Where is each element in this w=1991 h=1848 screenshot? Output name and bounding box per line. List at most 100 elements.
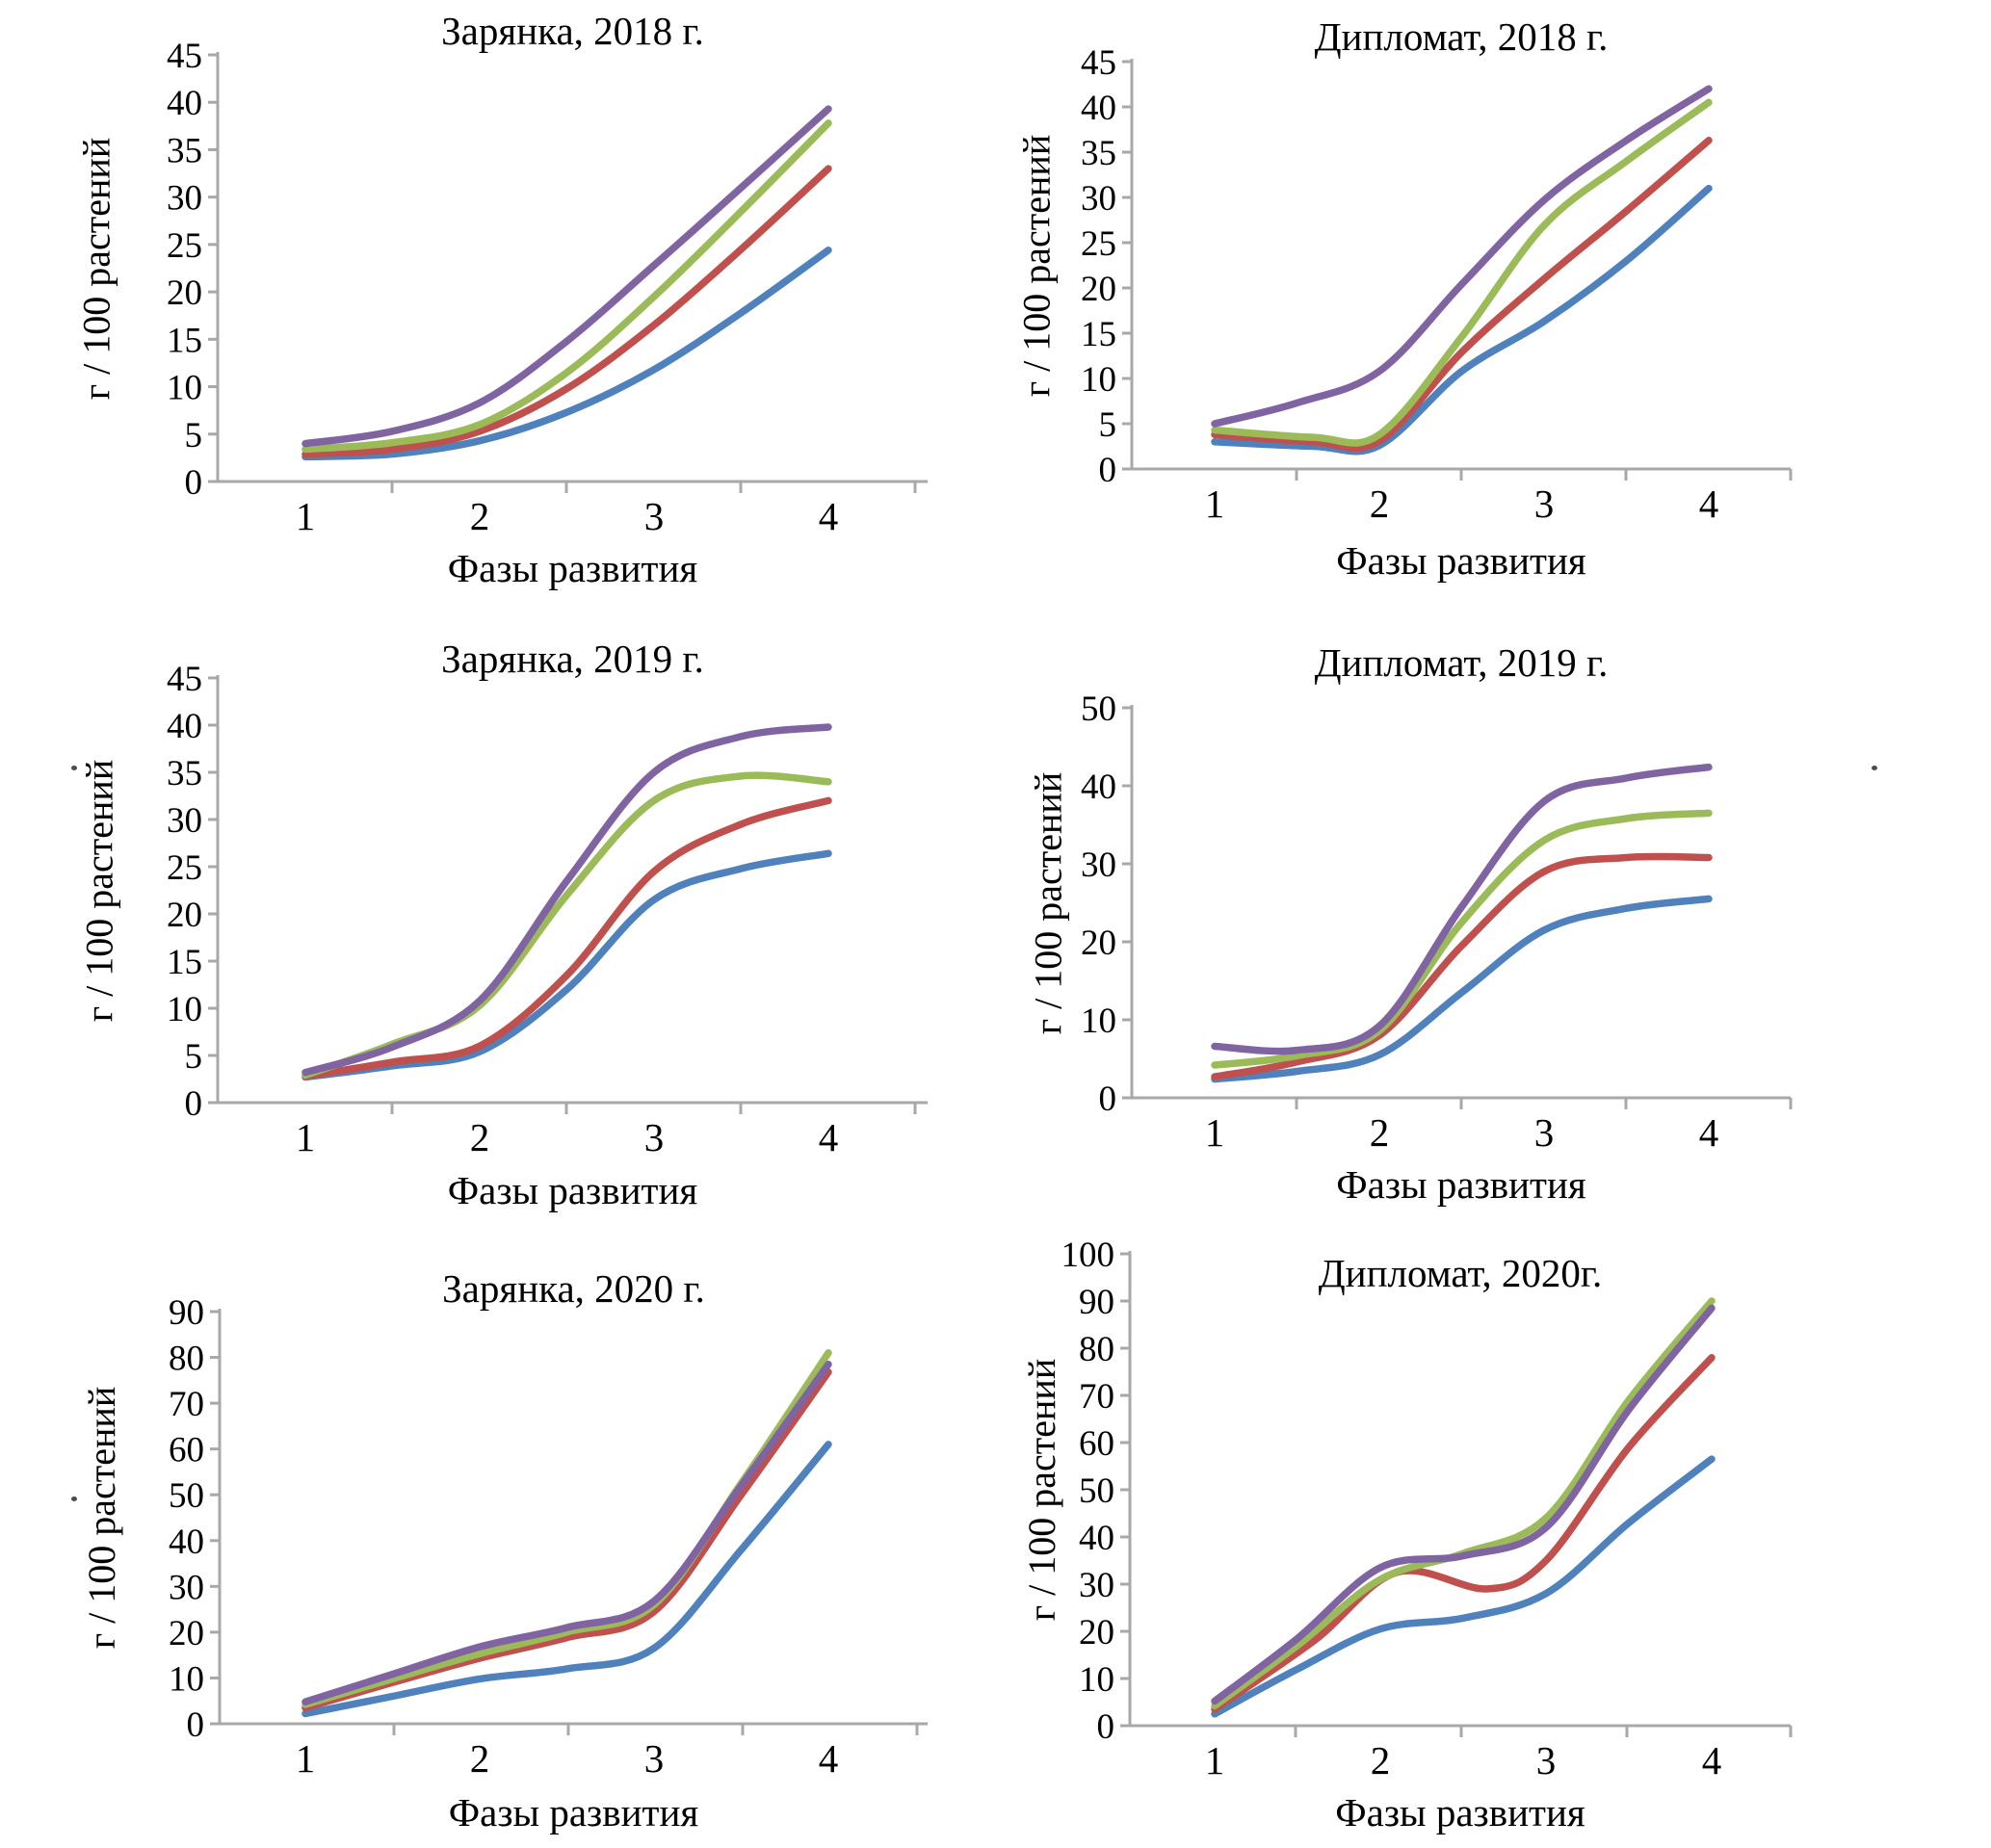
y-tick-label: 0 xyxy=(187,1705,205,1745)
y-tick-label: 40 xyxy=(1081,89,1116,128)
x-tick-label: 4 xyxy=(1702,1738,1722,1783)
y-tick-label: 0 xyxy=(185,1084,203,1124)
x-tick-label: 1 xyxy=(296,1115,316,1159)
chart-canvas: 0 5 10 15 20 25 30 35 40 45 1 2 3 4 xyxy=(167,37,928,538)
y-tick-label: 60 xyxy=(1079,1424,1114,1464)
y-tick-label: 35 xyxy=(167,131,202,170)
y-tick-label: 45 xyxy=(167,660,202,699)
y-tick-label: 0 xyxy=(1099,451,1117,490)
x-axis-title: Фазы развития xyxy=(1336,538,1586,583)
x-tick-label: 4 xyxy=(819,1736,839,1781)
y-tick-label: 20 xyxy=(167,273,202,313)
x-tick-label: 1 xyxy=(296,1736,316,1781)
x-axis-title: Фазы развития xyxy=(447,1168,698,1212)
x-tick-label: 1 xyxy=(1205,1738,1225,1783)
x-tick-label: 2 xyxy=(470,1115,490,1159)
x-axis-title: Фазы развития xyxy=(1336,1162,1586,1207)
y-tick-label: 30 xyxy=(1081,846,1116,885)
chart-canvas: 0 5 10 15 20 25 30 35 40 45 1 2 3 4 xyxy=(167,660,928,1159)
chart-panel-diplomat-2019: Дипломат, 2019 г. г / 100 растений 0 10 20… xyxy=(992,616,1991,1233)
y-tick-label: 0 xyxy=(1097,1707,1115,1747)
y-tick-label: 40 xyxy=(167,707,202,746)
chart-title: Зарянка, 2018 г. xyxy=(441,9,704,53)
y-tick-label: 20 xyxy=(1081,924,1116,963)
y-tick-label: 10 xyxy=(1081,1002,1116,1041)
y-tick-label: 15 xyxy=(167,943,202,982)
series-line-green xyxy=(301,119,832,454)
y-tick-label: 5 xyxy=(185,1037,203,1077)
x-tick-label: 1 xyxy=(296,494,316,538)
series-line-purple xyxy=(1211,85,1713,428)
chart-title: Зарянка, 2019 г. xyxy=(441,637,704,681)
x-axis-title: Фазы развития xyxy=(1335,1790,1585,1835)
y-tick-label: 10 xyxy=(169,1659,204,1699)
y-tick-label: 45 xyxy=(167,37,202,76)
y-tick-label: 45 xyxy=(1081,43,1116,83)
x-tick-label: 3 xyxy=(1534,1110,1555,1155)
y-tick-label: 90 xyxy=(169,1293,204,1333)
y-tick-label: 50 xyxy=(1081,690,1116,729)
chart-canvas: 0 5 10 15 20 25 30 35 40 45 1 2 3 4 xyxy=(1081,43,1793,526)
artifact-dot xyxy=(1872,766,1877,770)
series-line-red xyxy=(1211,852,1713,1080)
x-tick-label: 2 xyxy=(1370,1110,1390,1155)
y-tick-label: 70 xyxy=(1079,1377,1114,1417)
y-tick-label: 40 xyxy=(167,84,202,123)
series-line-blue xyxy=(1211,184,1713,455)
y-tick-label: 20 xyxy=(1081,270,1116,309)
chart-panel-diplomat-2018: Дипломат, 2018 г. г / 100 растений 0 5 10 1… xyxy=(992,0,1991,616)
chart-canvas: 0 10 20 30 40 50 60 70 80 90 100 1 2 3 4 xyxy=(1061,1236,1793,1783)
y-tick-label: 15 xyxy=(167,321,202,360)
x-tick-label: 3 xyxy=(1534,482,1555,526)
chart-panel-zaryanka-2020: Зарянка, 2020 г. г / 100 растений 0 10 20 3… xyxy=(0,1233,995,1848)
y-tick-label: 10 xyxy=(1081,360,1116,400)
y-tick-label: 30 xyxy=(167,179,202,219)
y-tick-label: 5 xyxy=(185,416,203,455)
x-tick-label: 2 xyxy=(1371,1738,1391,1783)
y-tick-label: 25 xyxy=(167,848,202,888)
y-tick-label: 10 xyxy=(167,369,202,408)
y-tick-label: 90 xyxy=(1079,1283,1114,1322)
x-tick-label: 1 xyxy=(1205,1110,1225,1155)
series-line-blue xyxy=(301,1441,832,1718)
y-tick-label: 25 xyxy=(1081,224,1116,264)
y-tick-label: 80 xyxy=(1079,1330,1114,1369)
x-axis-title: Фазы развития xyxy=(447,546,698,590)
y-tick-label: 100 xyxy=(1061,1236,1115,1275)
x-axis-title: Фазы развития xyxy=(448,1790,699,1835)
y-tick-label: 25 xyxy=(167,226,202,266)
series-line-purple xyxy=(1211,763,1713,1055)
chart-panel-diplomat-2020: Дипломат, 2020г. г / 100 растений 0 10 20 3… xyxy=(992,1233,1991,1848)
artifact-dot xyxy=(71,766,77,770)
x-tick-label: 2 xyxy=(1370,482,1390,526)
y-tick-label: 10 xyxy=(1079,1660,1114,1700)
y-tick-label: 30 xyxy=(169,1568,204,1607)
chart-title: Дипломат, 2018 г. xyxy=(1314,14,1609,59)
chart-title: Дипломат, 2019 г. xyxy=(1314,640,1609,685)
series-line-red xyxy=(1211,137,1713,453)
y-tick-label: 30 xyxy=(1081,179,1116,219)
x-tick-label: 4 xyxy=(819,1115,839,1159)
y-tick-label: 50 xyxy=(1079,1471,1114,1511)
y-tick-label: 80 xyxy=(169,1340,204,1379)
y-tick-label: 70 xyxy=(169,1385,204,1424)
x-tick-label: 3 xyxy=(1536,1738,1557,1783)
chart-panel-zaryanka-2019: Зарянка, 2019 г. г / 100 растений 0 5 10 15… xyxy=(0,616,995,1233)
y-tick-label: 35 xyxy=(1081,134,1116,173)
y-tick-label: 0 xyxy=(1099,1080,1117,1119)
x-tick-label: 3 xyxy=(644,1115,665,1159)
chart-title: Дипломат, 2020г. xyxy=(1318,1251,1603,1295)
series-line-purple xyxy=(301,1360,832,1705)
chart-canvas: 0 10 20 30 40 50 60 70 80 90 1 2 3 4 xyxy=(169,1293,928,1781)
series-line-blue xyxy=(1211,1455,1716,1718)
y-tick-label: 20 xyxy=(167,896,202,935)
y-tick-label: 50 xyxy=(169,1476,204,1516)
chart-panel-zaryanka-2018: Зарянка, 2018 г. г / 100 растений 0 5 10 15… xyxy=(0,0,995,616)
x-tick-label: 3 xyxy=(644,494,665,538)
y-tick-label: 60 xyxy=(169,1431,204,1471)
y-tick-label: 40 xyxy=(169,1523,204,1562)
y-tick-label: 20 xyxy=(169,1614,204,1653)
series-line-blue xyxy=(1211,895,1713,1083)
y-tick-label: 10 xyxy=(167,990,202,1029)
